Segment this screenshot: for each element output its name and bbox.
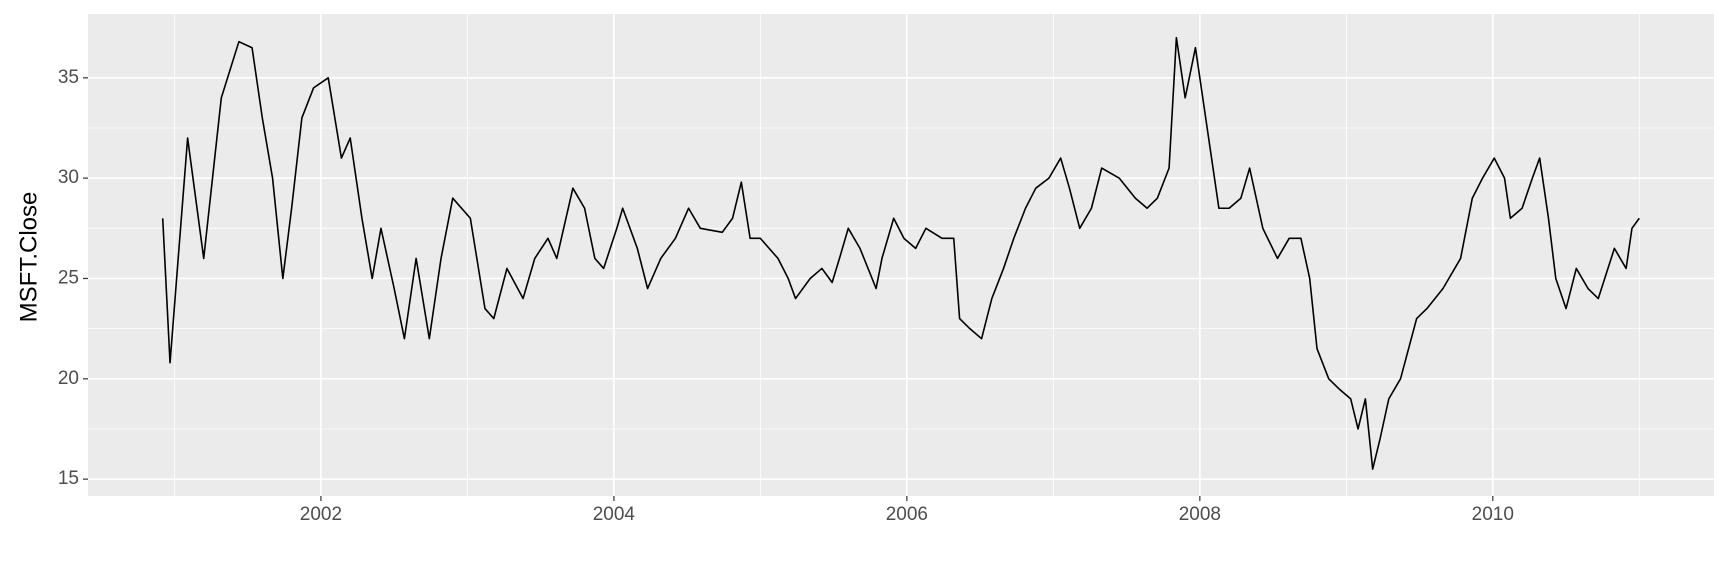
- plot-panel: [88, 14, 1714, 496]
- x-tick-label: 2010: [1472, 504, 1514, 525]
- price-line: [161, 36, 1640, 470]
- x-tick-label: 2008: [1179, 504, 1221, 525]
- x-tick-label: 2002: [300, 504, 342, 525]
- y-tick-label: 25: [58, 267, 79, 288]
- x-tick-label: 2004: [593, 504, 636, 525]
- x-tick-label: 2006: [886, 504, 928, 525]
- y-tick-label: 30: [58, 167, 79, 188]
- y-axis-label: MSFT.Close: [15, 192, 42, 323]
- y-tick-label: 35: [58, 67, 79, 88]
- y-tick-label: 15: [58, 468, 79, 489]
- y-tick-label: 20: [58, 368, 79, 389]
